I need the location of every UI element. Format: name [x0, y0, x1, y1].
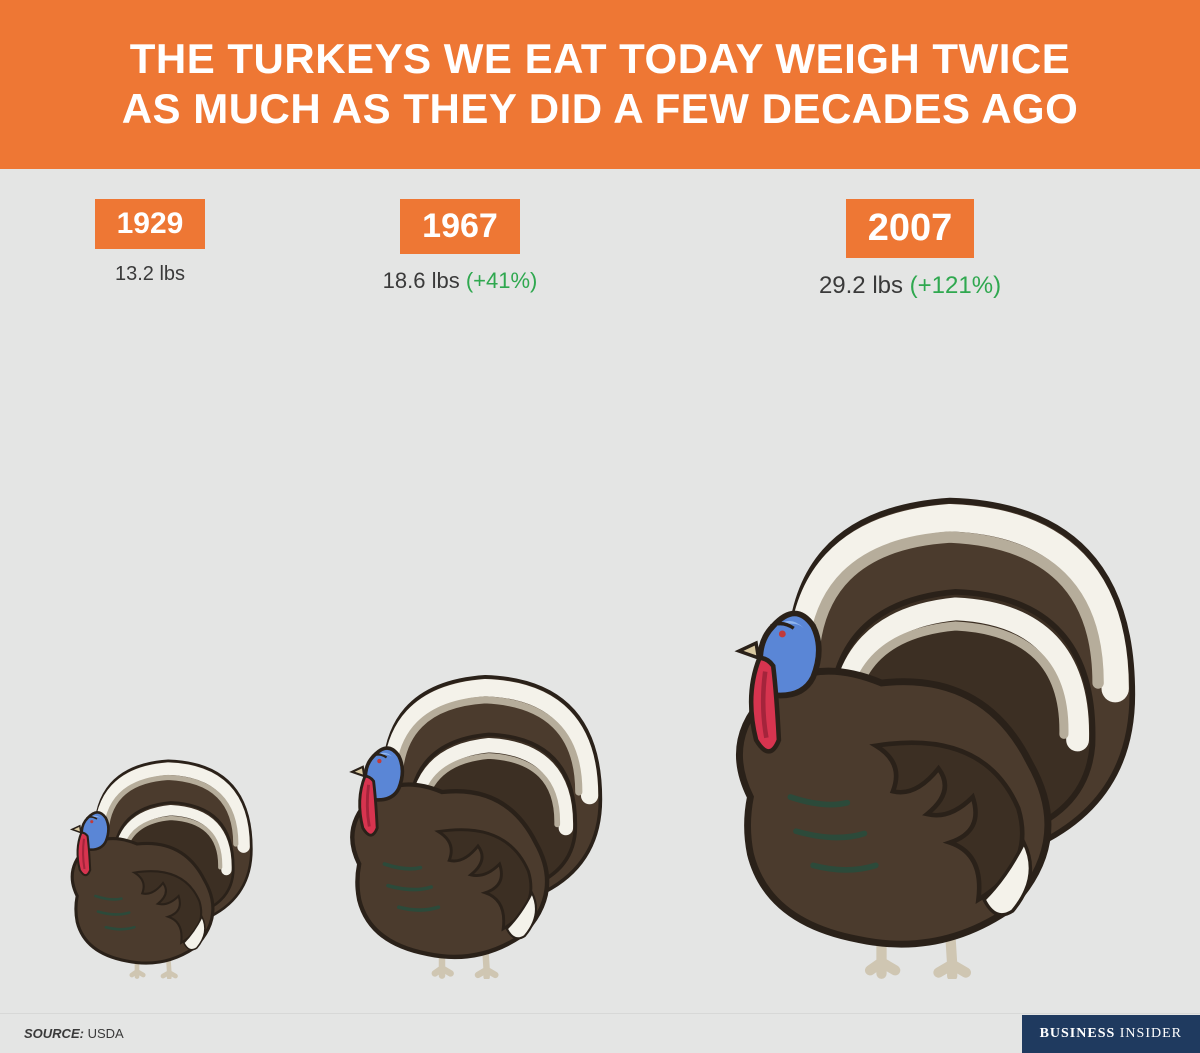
source-credit: SOURCE: USDA [24, 1026, 124, 1041]
turkey-illustration [642, 455, 1178, 984]
turkey-icon [291, 648, 629, 979]
weight-value: 13.2 lbs [115, 263, 185, 285]
year-badge: 1929 [95, 199, 206, 249]
turkey-icon [28, 740, 272, 979]
pct-change: (+41%) [466, 268, 538, 293]
col-2007: 2007 29.2 lbs (+121%) [620, 169, 1200, 984]
headline-line1: THE TURKEYS WE EAT TODAY WEIGH TWICE [40, 34, 1160, 84]
weight-label: 13.2 lbs [20, 263, 280, 286]
weight-label: 29.2 lbs (+121%) [620, 272, 1200, 300]
year-badge: 1967 [400, 199, 520, 254]
source-value: USDA [88, 1026, 124, 1041]
brand-primary: BUSINESS [1040, 1026, 1116, 1041]
turkey-illustration [291, 648, 629, 984]
pct-change: (+121%) [910, 272, 1001, 299]
columns-area: 1929 13.2 lbs 1967 18.6 lbs [0, 169, 1200, 984]
col-1967: 1967 18.6 lbs (+41%) [280, 169, 640, 984]
headline-line2: AS MUCH AS THEY DID A FEW DECADES AGO [40, 84, 1160, 134]
turkey-icon [642, 455, 1178, 979]
year-badge: 2007 [846, 199, 975, 258]
brand-secondary: INSIDER [1120, 1026, 1182, 1041]
weight-value: 29.2 lbs [819, 272, 910, 299]
weight-value: 18.6 lbs [383, 268, 466, 293]
brand-badge: BUSINESS INSIDER [1022, 1015, 1200, 1053]
headline-banner: THE TURKEYS WE EAT TODAY WEIGH TWICE AS … [0, 0, 1200, 169]
col-1929: 1929 13.2 lbs [20, 169, 280, 984]
weight-label: 18.6 lbs (+41%) [280, 268, 640, 294]
source-label: SOURCE: [24, 1026, 84, 1041]
footer: SOURCE: USDA BUSINESS INSIDER [0, 1013, 1200, 1053]
infographic-root: THE TURKEYS WE EAT TODAY WEIGH TWICE AS … [0, 0, 1200, 1053]
turkey-illustration [28, 740, 272, 984]
